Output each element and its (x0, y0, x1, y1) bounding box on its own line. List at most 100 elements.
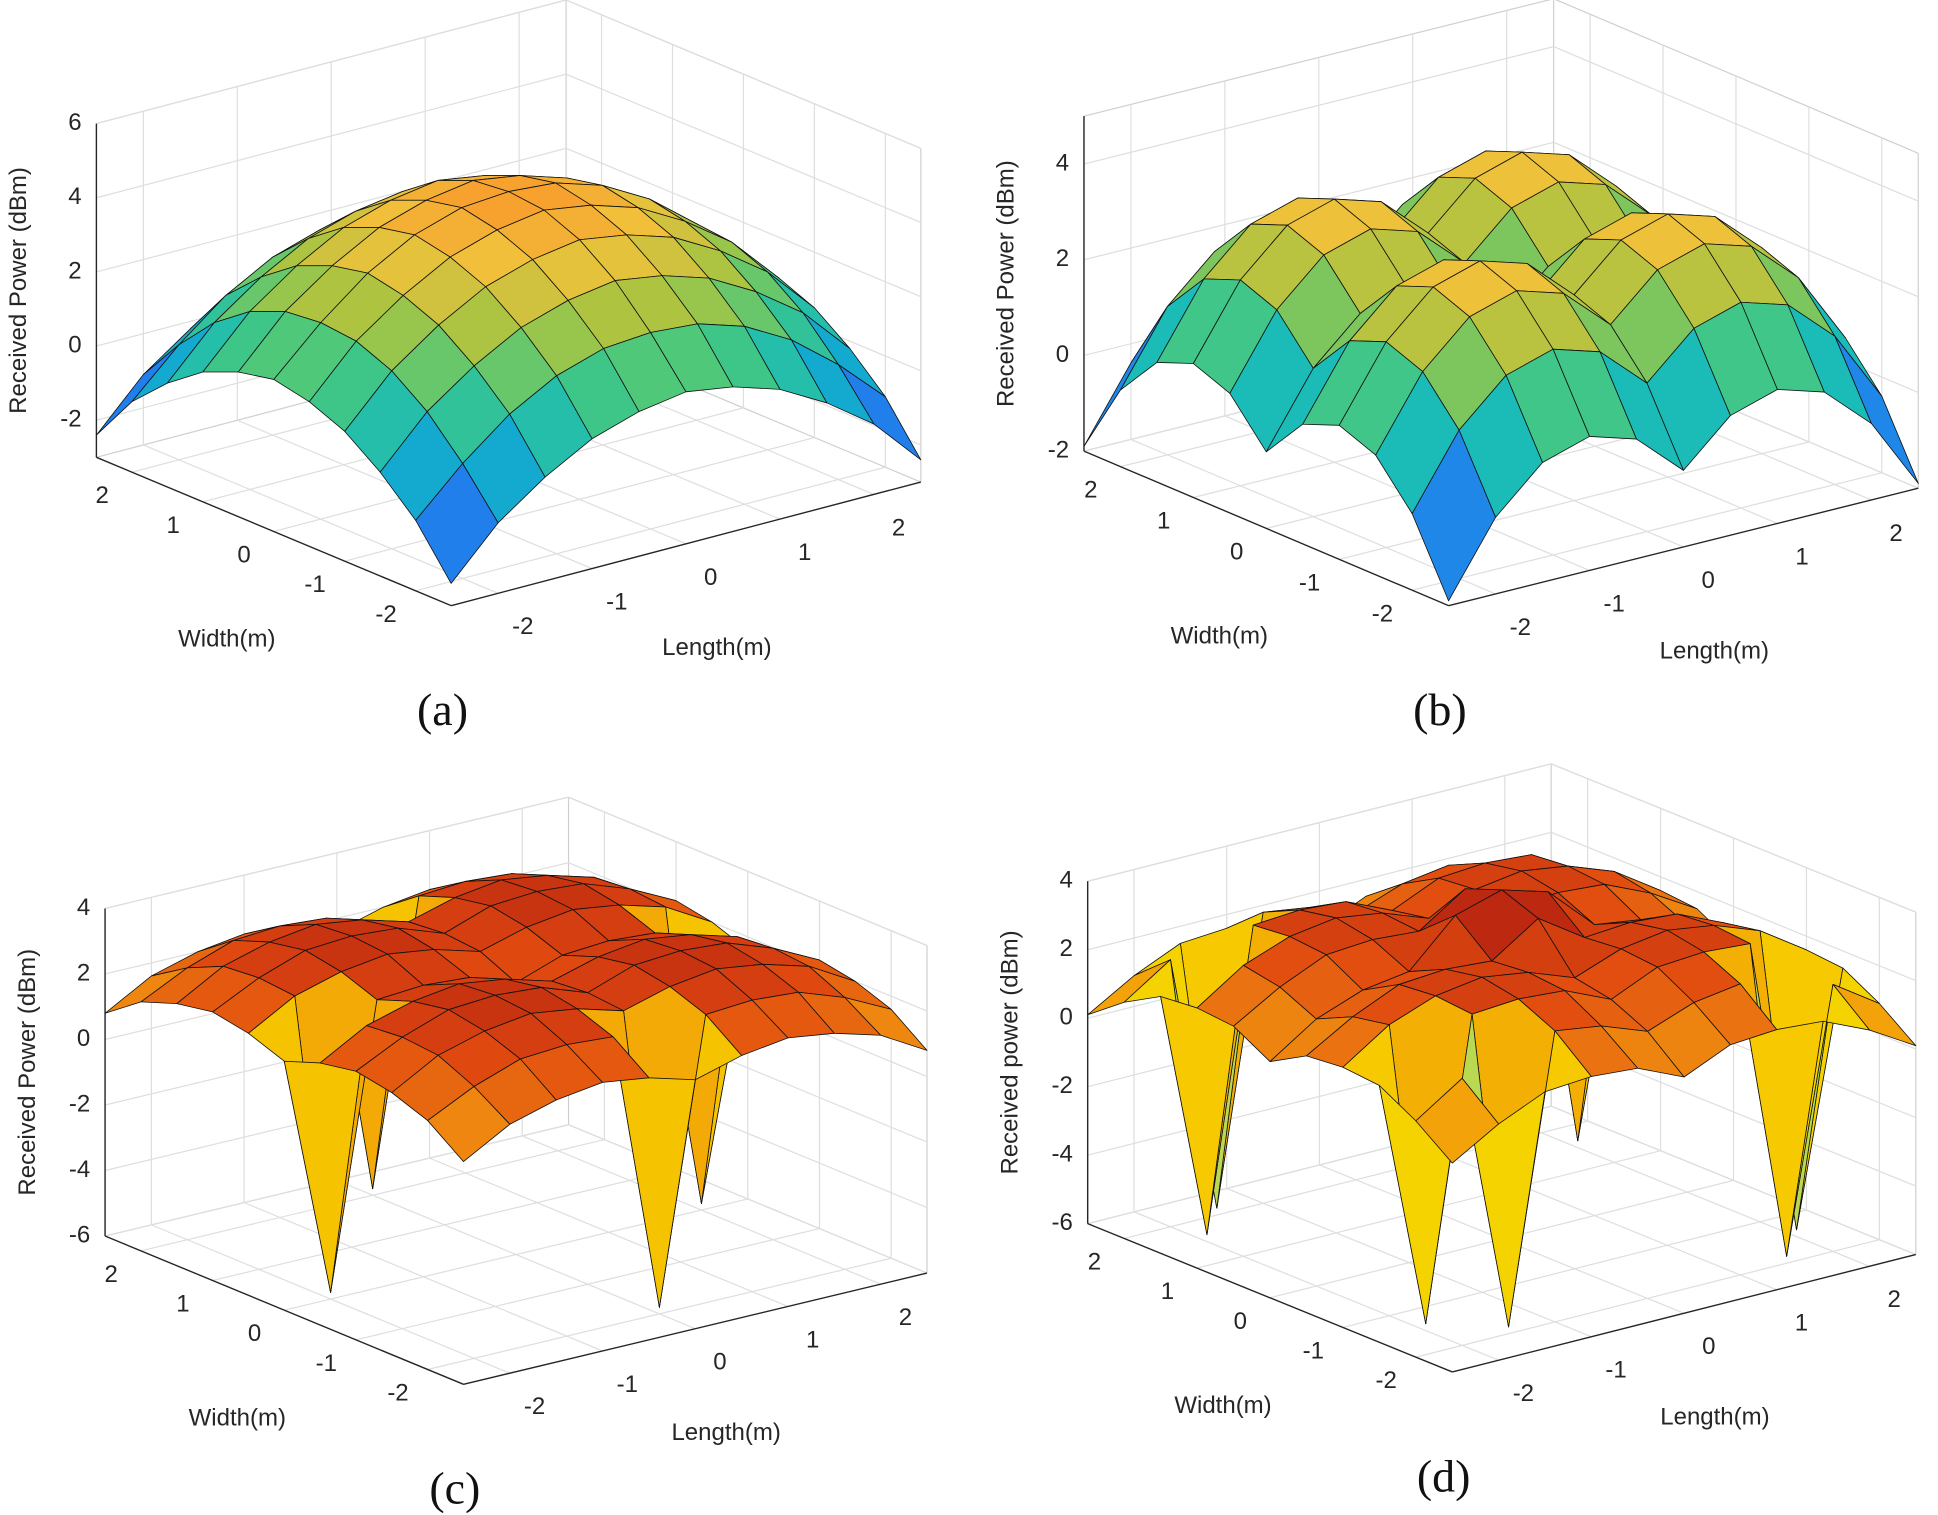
grid-line (1342, 1209, 1807, 1329)
z-tick-label: 4 (1059, 867, 1072, 894)
x-tick-label: -1 (617, 1371, 638, 1398)
axis-line (96, 456, 452, 607)
grid-line (565, 0, 922, 149)
y-axis-label: Width(m) (1171, 623, 1268, 650)
grid-line (1553, 46, 1919, 202)
grid-line (1087, 831, 1552, 951)
z-tick-label: 0 (68, 331, 81, 358)
grid-line (1339, 441, 1810, 560)
grid-line (96, 147, 567, 273)
y-tick-label: 2 (96, 482, 109, 509)
grid-line (1550, 831, 1917, 982)
grid-line (1411, 472, 1882, 591)
grid-line (104, 796, 569, 910)
surface-patch (1083, 306, 1168, 447)
z-tick-label: 0 (1056, 341, 1069, 368)
panel-caption: (b) (1413, 684, 1467, 735)
panel-caption: (c) (429, 1463, 480, 1514)
x-tick-label: 1 (1795, 1310, 1808, 1337)
y-tick-label: -2 (1372, 600, 1393, 627)
grid-line (140, 1139, 605, 1252)
z-tick-label: -2 (1052, 1072, 1073, 1099)
axis-line (450, 481, 921, 607)
x-tick-label: -1 (1604, 590, 1625, 617)
y-tick-label: 2 (1088, 1249, 1101, 1276)
z-tick-label: -6 (69, 1221, 90, 1248)
x-tick-label: 1 (1795, 543, 1808, 570)
x-tick-label: 2 (892, 514, 905, 541)
grid-line (568, 796, 928, 947)
grid-line (355, 1228, 820, 1341)
z-tick-label: 4 (68, 183, 81, 210)
y-tick-label: 0 (1230, 538, 1243, 565)
x-tick-label: -1 (606, 589, 627, 616)
y-tick-label: 2 (1084, 477, 1097, 504)
y-axis-label: Width(m) (178, 626, 275, 653)
y-tick-label: 2 (105, 1261, 118, 1288)
z-tick-label: -4 (1052, 1141, 1073, 1168)
y-tick-label: -1 (316, 1350, 337, 1377)
panel-caption: (a) (417, 684, 468, 735)
grid-line (96, 73, 567, 199)
z-tick-label: 4 (77, 894, 90, 921)
y-tick-label: 0 (1234, 1308, 1247, 1335)
z-tick-label: 2 (1059, 935, 1072, 962)
y-tick-label: 0 (248, 1320, 261, 1347)
z-tick-label: 0 (77, 1025, 90, 1052)
z-tick-label: -4 (69, 1156, 90, 1183)
z-axis-label: Received Power (dBm) (5, 167, 32, 414)
grid-line (1415, 1239, 1880, 1358)
grid-line (565, 147, 922, 298)
y-axis-label: Width(m) (189, 1404, 286, 1431)
surface-patch (427, 1086, 511, 1162)
x-axis-label: Length(m) (1660, 637, 1769, 664)
z-tick-label: 6 (68, 109, 81, 136)
grid-line (1087, 763, 1552, 882)
grid-line (568, 862, 928, 1012)
axis-line (1083, 450, 1449, 607)
x-tick-label: 2 (899, 1304, 912, 1331)
x-tick-label: -2 (524, 1393, 545, 1420)
grid-line (1553, 141, 1919, 298)
z-tick-label: -6 (1052, 1209, 1073, 1236)
y-tick-label: -2 (375, 601, 396, 628)
z-tick-label: 2 (68, 257, 81, 284)
x-tick-label: 0 (1702, 1333, 1715, 1360)
y-axis-label: Width(m) (1174, 1392, 1271, 1419)
grid-line (565, 73, 922, 224)
x-tick-label: -2 (1510, 614, 1531, 641)
axis-line (1452, 1253, 1916, 1373)
x-tick-label: 0 (1701, 567, 1714, 594)
axis-line (463, 1272, 928, 1386)
grid-line (1083, 46, 1554, 165)
y-tick-label: -1 (304, 571, 325, 598)
z-axis-label: Received Power (dBm) (993, 160, 1020, 407)
x-tick-label: 2 (1889, 520, 1902, 547)
y-tick-label: 1 (1157, 508, 1170, 535)
x-tick-label: 2 (1887, 1286, 1900, 1313)
surface-patch (1834, 335, 1919, 484)
y-tick-label: -1 (1303, 1338, 1324, 1365)
axis-line (1448, 487, 1919, 607)
x-tick-label: -2 (1513, 1380, 1534, 1407)
z-tick-label: -2 (69, 1090, 90, 1117)
y-tick-label: -2 (1376, 1367, 1397, 1394)
y-tick-label: -1 (1299, 569, 1320, 596)
x-tick-label: -1 (1605, 1357, 1626, 1384)
z-axis-label: Received power (dBm) (996, 930, 1023, 1174)
z-tick-label: 4 (1056, 149, 1069, 176)
z-tick-label: -2 (1048, 436, 1069, 463)
surface-patch (96, 344, 180, 436)
z-tick-label: 2 (77, 959, 90, 986)
x-tick-label: 1 (798, 539, 811, 566)
x-axis-label: Length(m) (1660, 1404, 1769, 1431)
y-tick-label: 0 (237, 542, 250, 569)
z-axis-label: Received Power (dBm) (14, 949, 41, 1196)
grid-line (96, 0, 567, 125)
x-tick-label: 0 (713, 1349, 726, 1376)
grid-line (415, 466, 886, 592)
x-tick-label: 1 (806, 1326, 819, 1353)
surface-patch (1411, 429, 1496, 602)
z-tick-label: 0 (1059, 1004, 1072, 1031)
